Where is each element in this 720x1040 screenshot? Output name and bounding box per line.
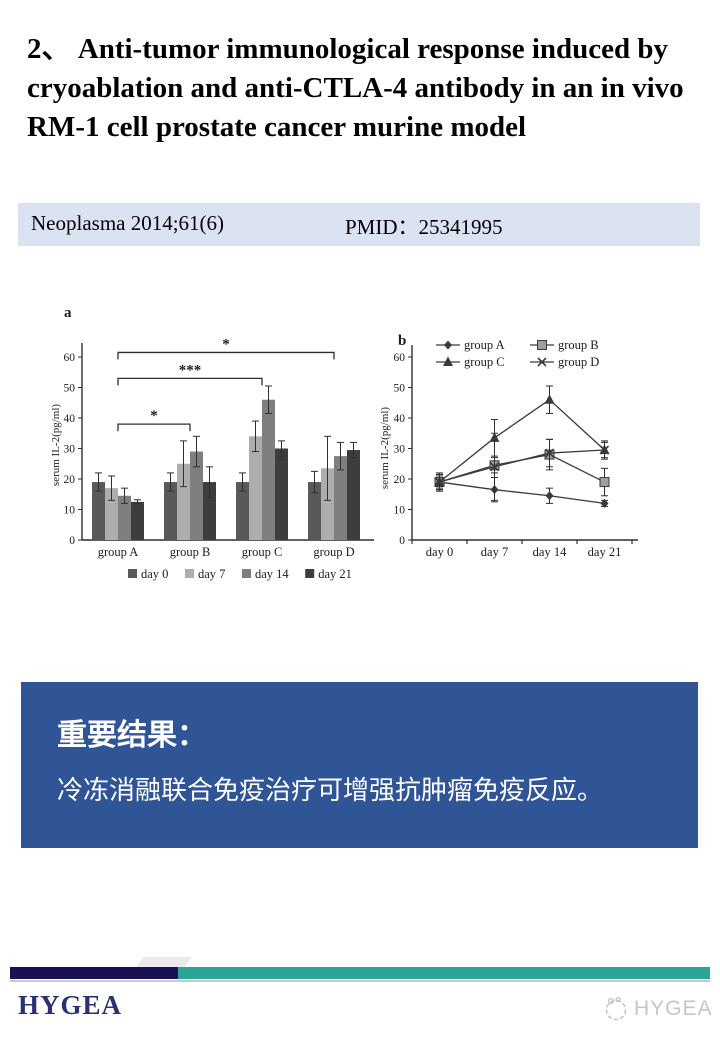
key-results-box: 重要结果： 冷冻消融联合免疫治疗可增强抗肿瘤免疫反应。 [21,682,698,848]
svg-text:***: *** [179,362,202,378]
svg-text:group B: group B [558,338,599,352]
svg-text:0: 0 [399,535,405,547]
hygea-watermark: HYGEA [603,996,713,1022]
svg-text:serum IL-2(pg/ml): serum IL-2(pg/ml) [50,404,62,487]
svg-text:day 21: day 21 [318,567,352,581]
svg-text:group C: group C [464,355,505,369]
svg-text:30: 30 [64,444,76,456]
pmid-value: PMID：25341995 [345,215,503,239]
svg-text:50: 50 [64,383,76,395]
svg-text:20: 20 [64,474,76,486]
svg-text:serum IL-2(pg/ml): serum IL-2(pg/ml) [380,407,391,490]
svg-text:*: * [222,336,230,352]
citation-banner: Neoplasma 2014;61(6) PMID：25341995 [18,203,700,246]
svg-text:group C: group C [242,545,283,559]
svg-text:day 0: day 0 [426,545,453,559]
line-chart-panel-b: b 0 10 20 30 40 50 60 serum IL-2(pg/ml) day 0 day … [380,333,638,559]
svg-text:day 21: day 21 [588,545,622,559]
hygea-watermark-text: HYGEA [634,997,713,1020]
footer-bar-teal [178,967,710,979]
svg-text:group B: group B [170,545,211,559]
svg-text:20: 20 [394,474,406,486]
svg-text:40: 40 [64,413,76,425]
footer-bar-navy [10,967,178,979]
hygea-watermark-icon [605,996,627,1021]
key-results-text: 冷冻消融联合免疫治疗可增强抗肿瘤免疫反应。 [57,775,604,805]
bar-chart-panel-a: a 0 10 20 30 40 50 60 serum IL-2(pg/ml) group A gr… [50,305,374,581]
svg-text:b: b [398,333,406,349]
svg-text:a: a [64,305,72,321]
svg-text:60: 60 [394,352,406,364]
hygea-logo: HYGEA [18,990,123,1020]
svg-text:day 14: day 14 [255,567,289,581]
key-results-heading: 重要结果： [57,719,207,752]
svg-text:day 0: day 0 [141,567,168,581]
svg-text:group D: group D [558,355,599,369]
svg-text:*: * [150,408,158,424]
figure-panel: a 0 10 20 30 40 50 60 serum IL-2(pg/ml) group A gr… [50,295,680,600]
footer-accent-slash [136,957,192,967]
svg-text:40: 40 [394,413,406,425]
slide-title: 2、 Anti-tumor immunological response ind… [27,33,684,144]
svg-text:day 7: day 7 [198,567,225,581]
svg-text:0: 0 [69,535,75,547]
svg-text:group A: group A [464,338,505,352]
svg-text:day 14: day 14 [533,545,567,559]
footer-divider [10,980,710,982]
svg-text:day 7: day 7 [481,545,508,559]
svg-text:group A: group A [98,545,139,559]
svg-text:10: 10 [394,505,406,517]
svg-text:group D: group D [313,545,354,559]
svg-text:30: 30 [394,444,406,456]
svg-text:60: 60 [64,352,76,364]
svg-text:50: 50 [394,383,406,395]
svg-text:10: 10 [64,505,76,517]
journal-citation: Neoplasma 2014;61(6) [31,211,225,235]
